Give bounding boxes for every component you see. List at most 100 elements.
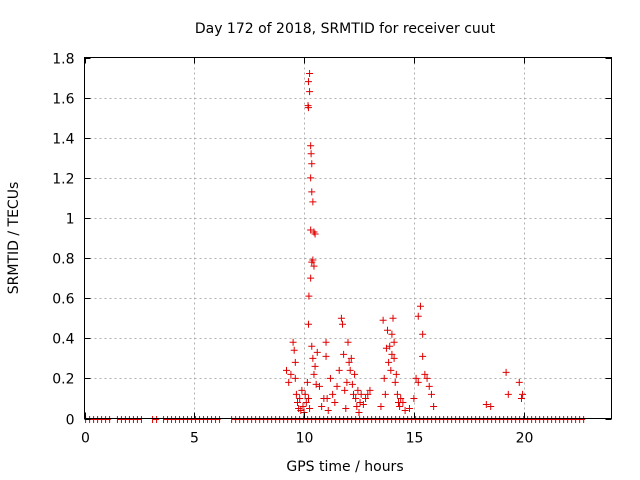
data-point [322,352,330,360]
data-point [311,230,319,238]
data-point [302,398,310,406]
data-point [307,142,315,150]
data-point [308,188,316,196]
data-point [414,312,422,320]
data-point [307,274,315,282]
data-point [343,378,351,386]
y-tick-label: 1.4 [52,132,74,148]
data-point [310,370,318,378]
data-point [357,390,365,398]
y-tick-label: 0.6 [52,292,74,308]
data-point [397,394,405,402]
data-point [307,150,315,158]
data-point [391,378,399,386]
data-point [354,386,362,394]
data-point [285,378,293,386]
data-point [355,408,363,416]
data-point [393,390,401,398]
data-point [352,394,360,402]
data-point [324,406,332,414]
data-point [377,402,385,410]
x-tick-label: 5 [190,431,199,447]
data-point [304,104,312,112]
data-point [304,394,312,402]
plot-frame [84,57,612,419]
data-point [348,380,356,388]
y-tick-label: 0 [66,413,75,429]
data-point [388,330,396,338]
tick-labels: 0 0.2 0.4 0.6 0.8 1 1.2 1.4 1.6 1.8 0 5 10 15 20 [52,52,533,447]
data-point [310,262,318,270]
data-marks [85,70,586,423]
data-point [341,386,349,394]
data-point [347,354,355,362]
data-point [419,330,427,338]
data-point [306,88,314,96]
data-point [515,378,523,386]
data-point [305,292,313,300]
data-point [349,390,357,398]
data-point [309,354,317,362]
data-point [416,302,424,310]
data-point [322,338,330,346]
data-point [299,402,307,410]
data-point [389,314,397,322]
data-point [351,370,359,378]
data-point [329,390,337,398]
data-point [414,378,422,386]
data-point [293,398,301,406]
data-point [390,338,398,346]
data-point [337,314,345,322]
data-point [308,342,316,350]
data-point [410,394,418,402]
x-tick-label: 15 [406,431,424,447]
data-point [504,390,512,398]
data-point [387,366,395,374]
data-point [502,368,510,376]
data-point [380,374,388,382]
y-tick-label: 1.2 [52,172,74,188]
x-tick-label: 20 [516,431,534,447]
data-point [421,370,429,378]
data-point [430,402,438,410]
data-point [323,394,331,402]
data-point [306,404,314,412]
data-point [291,374,299,382]
y-tick-label: 0.2 [52,372,74,388]
y-tick-label: 0.4 [52,332,74,348]
data-point [346,366,354,374]
data-point [306,70,314,78]
data-point [298,386,306,394]
data-point [423,374,431,382]
data-point [385,358,393,366]
data-point [517,394,525,402]
data-point [289,338,297,346]
data-point [392,370,400,378]
y-tick-label: 1.6 [52,92,74,108]
data-point [315,382,323,390]
x-tick-label: 0 [81,431,90,447]
data-point [331,398,339,406]
y-tick-label: 0.8 [52,252,74,268]
data-point [344,338,352,346]
data-point [386,342,394,350]
data-point [333,382,341,390]
data-point [419,352,427,360]
data-point [342,404,350,412]
data-point [353,402,361,410]
data-point [405,404,413,412]
data-point [309,256,317,264]
data-point [292,390,300,398]
data-point [307,174,315,182]
data-point [362,394,370,402]
tick-marks [84,57,612,420]
y-tick-label: 1 [66,212,75,228]
chart-title: Day 172 of 2018, SRMTID for receiver cuu… [195,21,496,37]
data-point [283,366,291,374]
data-point [296,394,304,402]
data-point [313,348,321,356]
data-point [425,382,433,390]
data-point [318,402,326,410]
data-point [326,374,334,382]
